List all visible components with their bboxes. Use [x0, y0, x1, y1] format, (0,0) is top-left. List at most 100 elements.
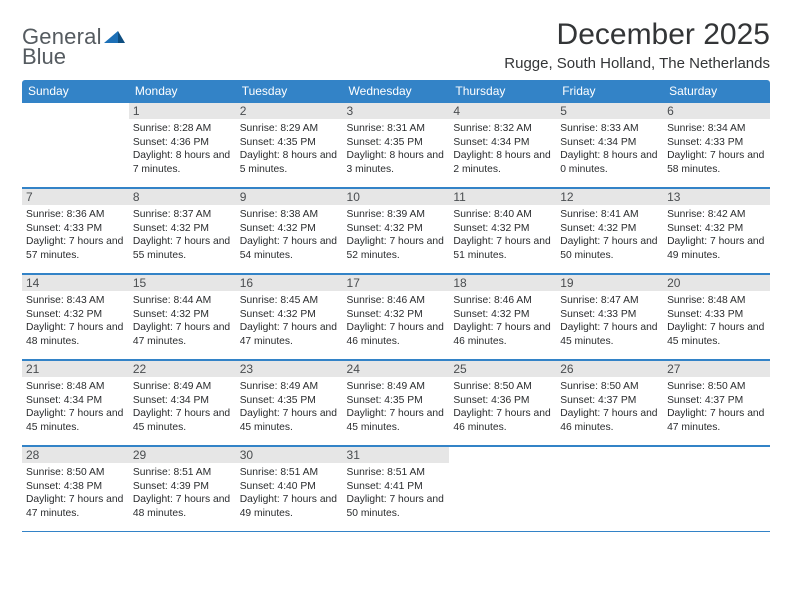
weekday-header: Thursday [449, 80, 556, 102]
sunrise-text: Sunrise: 8:37 AM [133, 208, 232, 222]
sunrise-text: Sunrise: 8:46 AM [347, 294, 446, 308]
sunset-text: Sunset: 4:32 PM [240, 308, 339, 322]
daylight-text: Daylight: 8 hours and 3 minutes. [347, 149, 446, 176]
sunset-text: Sunset: 4:33 PM [26, 222, 125, 236]
calendar-day-cell: 25Sunrise: 8:50 AMSunset: 4:36 PMDayligh… [449, 360, 556, 446]
day-number: 5 [556, 103, 663, 119]
day-number: 31 [343, 447, 450, 463]
sunset-text: Sunset: 4:32 PM [347, 308, 446, 322]
day-number: 4 [449, 103, 556, 119]
calendar-day-cell: 14Sunrise: 8:43 AMSunset: 4:32 PMDayligh… [22, 274, 129, 360]
day-number: 28 [22, 447, 129, 463]
calendar-day-cell: 24Sunrise: 8:49 AMSunset: 4:35 PMDayligh… [343, 360, 450, 446]
weekday-header: Wednesday [343, 80, 450, 102]
sunrise-text: Sunrise: 8:39 AM [347, 208, 446, 222]
calendar-day-cell: 15Sunrise: 8:44 AMSunset: 4:32 PMDayligh… [129, 274, 236, 360]
daylight-text: Daylight: 8 hours and 5 minutes. [240, 149, 339, 176]
calendar-day-cell: 5Sunrise: 8:33 AMSunset: 4:34 PMDaylight… [556, 102, 663, 188]
daylight-text: Daylight: 7 hours and 46 minutes. [453, 407, 552, 434]
weekday-header: Sunday [22, 80, 129, 102]
daylight-text: Daylight: 7 hours and 52 minutes. [347, 235, 446, 262]
calendar-week-row: 14Sunrise: 8:43 AMSunset: 4:32 PMDayligh… [22, 274, 770, 360]
daylight-text: Daylight: 8 hours and 0 minutes. [560, 149, 659, 176]
day-number: 20 [663, 275, 770, 291]
sunset-text: Sunset: 4:33 PM [667, 136, 766, 150]
daylight-text: Daylight: 7 hours and 50 minutes. [560, 235, 659, 262]
daylight-text: Daylight: 7 hours and 45 minutes. [240, 407, 339, 434]
daylight-text: Daylight: 7 hours and 47 minutes. [133, 321, 232, 348]
sunrise-text: Sunrise: 8:49 AM [347, 380, 446, 394]
day-number: 10 [343, 189, 450, 205]
calendar-day-cell: 6Sunrise: 8:34 AMSunset: 4:33 PMDaylight… [663, 102, 770, 188]
day-number: 16 [236, 275, 343, 291]
day-number: 13 [663, 189, 770, 205]
sunrise-text: Sunrise: 8:50 AM [453, 380, 552, 394]
daylight-text: Daylight: 8 hours and 2 minutes. [453, 149, 552, 176]
calendar-day-cell: 4 Sunrise: 8:32 AMSunset: 4:34 PMDaylight… [449, 102, 556, 188]
calendar-day-cell: 13Sunrise: 8:42 AMSunset: 4:32 PMDayligh… [663, 188, 770, 274]
sunrise-text: Sunrise: 8:42 AM [667, 208, 766, 222]
calendar-day-cell: 2Sunrise: 8:29 AMSunset: 4:35 PMDaylight… [236, 102, 343, 188]
sunrise-text: Sunrise: 8:32 AM [453, 122, 552, 136]
sunset-text: Sunset: 4:34 PM [133, 394, 232, 408]
day-number: 3 [343, 103, 450, 119]
day-number: 9 [236, 189, 343, 205]
sunset-text: Sunset: 4:32 PM [560, 222, 659, 236]
daylight-text: Daylight: 7 hours and 45 minutes. [667, 321, 766, 348]
weekday-row: SundayMondayTuesdayWednesdayThursdayFrid… [22, 80, 770, 102]
daylight-text: Daylight: 7 hours and 47 minutes. [26, 493, 125, 520]
title-block: December 2025 Rugge, South Holland, The … [504, 18, 770, 72]
sunset-text: Sunset: 4:32 PM [133, 222, 232, 236]
sunrise-text: Sunrise: 8:51 AM [133, 466, 232, 480]
sunrise-text: Sunrise: 8:50 AM [667, 380, 766, 394]
sunrise-text: Sunrise: 8:31 AM [347, 122, 446, 136]
day-number: 18 [449, 275, 556, 291]
calendar-day-cell: 28Sunrise: 8:50 AMSunset: 4:38 PMDayligh… [22, 446, 129, 532]
daylight-text: Daylight: 7 hours and 46 minutes. [453, 321, 552, 348]
sunset-text: Sunset: 4:32 PM [240, 222, 339, 236]
calendar-day-cell: 30Sunrise: 8:51 AMSunset: 4:40 PMDayligh… [236, 446, 343, 532]
sunrise-text: Sunrise: 8:51 AM [240, 466, 339, 480]
sunset-text: Sunset: 4:40 PM [240, 480, 339, 494]
sunset-text: Sunset: 4:37 PM [560, 394, 659, 408]
daylight-text: Daylight: 7 hours and 51 minutes. [453, 235, 552, 262]
page-header: General December 2025 Rugge, South Holla… [22, 18, 770, 72]
daylight-text: Daylight: 7 hours and 49 minutes. [240, 493, 339, 520]
calendar-day-cell: 8Sunrise: 8:37 AMSunset: 4:32 PMDaylight… [129, 188, 236, 274]
sunrise-text: Sunrise: 8:34 AM [667, 122, 766, 136]
sunset-text: Sunset: 4:35 PM [347, 136, 446, 150]
sunset-text: Sunset: 4:32 PM [133, 308, 232, 322]
sunrise-text: Sunrise: 8:29 AM [240, 122, 339, 136]
calendar-day-cell: 17Sunrise: 8:46 AMSunset: 4:32 PMDayligh… [343, 274, 450, 360]
sunset-text: Sunset: 4:41 PM [347, 480, 446, 494]
sunset-text: Sunset: 4:35 PM [240, 394, 339, 408]
sunset-text: Sunset: 4:36 PM [453, 394, 552, 408]
day-number: 17 [343, 275, 450, 291]
sunrise-text: Sunrise: 8:51 AM [347, 466, 446, 480]
sunrise-text: Sunrise: 8:28 AM [133, 122, 232, 136]
day-number: 21 [22, 361, 129, 377]
daylight-text: Daylight: 7 hours and 45 minutes. [26, 407, 125, 434]
sunset-text: Sunset: 4:34 PM [26, 394, 125, 408]
sunset-text: Sunset: 4:39 PM [133, 480, 232, 494]
day-number: 1 [129, 103, 236, 119]
sunrise-text: Sunrise: 8:44 AM [133, 294, 232, 308]
sunset-text: Sunset: 4:33 PM [667, 308, 766, 322]
day-number: 12 [556, 189, 663, 205]
sunrise-text: Sunrise: 8:48 AM [667, 294, 766, 308]
calendar-day-cell: 21Sunrise: 8:48 AMSunset: 4:34 PMDayligh… [22, 360, 129, 446]
sunrise-text: Sunrise: 8:43 AM [26, 294, 125, 308]
calendar-day-cell: 16Sunrise: 8:45 AMSunset: 4:32 PMDayligh… [236, 274, 343, 360]
calendar-table: SundayMondayTuesdayWednesdayThursdayFrid… [22, 80, 770, 532]
calendar-day-cell: 23Sunrise: 8:49 AMSunset: 4:35 PMDayligh… [236, 360, 343, 446]
calendar-day-cell [663, 446, 770, 532]
sunrise-text: Sunrise: 8:41 AM [560, 208, 659, 222]
calendar-day-cell: 29Sunrise: 8:51 AMSunset: 4:39 PMDayligh… [129, 446, 236, 532]
sunrise-text: Sunrise: 8:49 AM [240, 380, 339, 394]
day-number: 27 [663, 361, 770, 377]
sunset-text: Sunset: 4:34 PM [453, 136, 552, 150]
calendar-day-cell: 20 Sunrise: 8:48 AMSunset: 4:33 PMDayligh… [663, 274, 770, 360]
calendar-week-row: 28Sunrise: 8:50 AMSunset: 4:38 PMDayligh… [22, 446, 770, 532]
sunrise-text: Sunrise: 8:45 AM [240, 294, 339, 308]
day-number: 26 [556, 361, 663, 377]
